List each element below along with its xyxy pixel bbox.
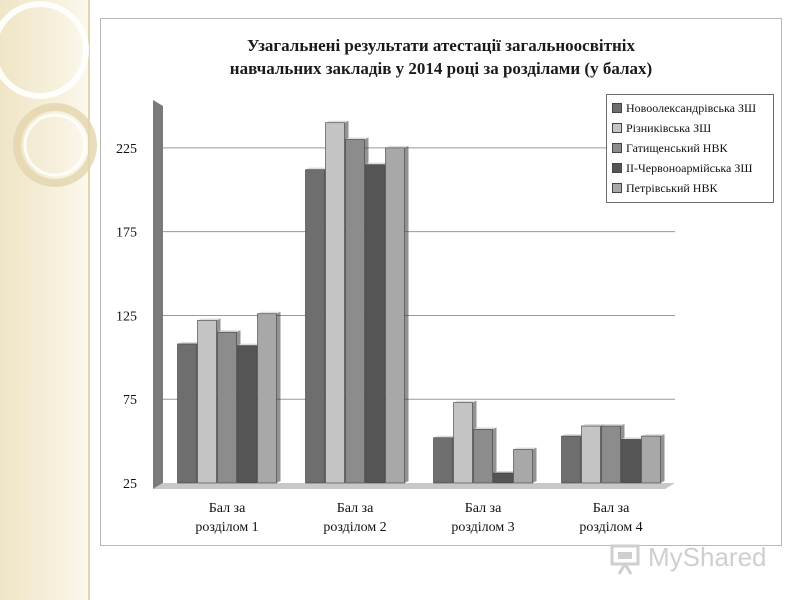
- x-category-label: розділом 2: [323, 520, 386, 535]
- bar: [305, 169, 325, 484]
- bar: [601, 425, 621, 484]
- bar-side: [532, 447, 537, 483]
- bar-top: [493, 470, 517, 473]
- bar: [641, 435, 661, 484]
- x-category-label: розділом 4: [579, 520, 642, 535]
- bar: [561, 435, 581, 484]
- bar-top: [305, 167, 329, 170]
- bar-top: [513, 447, 537, 450]
- decorative-circles: [0, 1, 97, 187]
- x-category-label: Бал за: [209, 501, 246, 516]
- bar-top: [345, 137, 369, 140]
- legend-entry: Гатищенський НВК: [612, 138, 768, 158]
- x-category-label: Бал за: [593, 501, 630, 516]
- bar-side: [276, 311, 281, 483]
- legend-swatch: [612, 123, 622, 133]
- bar-top: [561, 434, 585, 437]
- bar-top: [385, 145, 409, 148]
- decorative-side-band: [0, 0, 88, 600]
- watermark-text: MyShared: [648, 542, 767, 572]
- plot-side-wall: [153, 100, 163, 489]
- watermark: MyShared: [608, 538, 788, 578]
- side-band-border: [88, 0, 90, 600]
- legend-label: ІІ-Червоноармійська ЗШ: [626, 161, 753, 175]
- bar: [581, 425, 601, 484]
- chart-title-line-2: навчальних закладів у 2014 році за розді…: [229, 59, 653, 78]
- legend-swatch: [612, 143, 622, 153]
- bar-top: [433, 435, 457, 438]
- legend-entry: Новоолександрівська ЗШ: [612, 98, 768, 118]
- chart-legend: Новоолександрівська ЗШ Різниківська ЗШ Гат…: [606, 94, 774, 203]
- legend-swatch: [612, 103, 622, 113]
- bar-top: [177, 341, 201, 344]
- bar-side: [492, 427, 497, 483]
- legend-swatch: [612, 163, 622, 173]
- legend-label: Новоолександрівська ЗШ: [626, 101, 757, 115]
- y-tick-label: 225: [116, 142, 137, 157]
- x-category-label: Бал за: [465, 501, 502, 516]
- x-category-label: Бал за: [337, 501, 374, 516]
- bar-top: [217, 330, 241, 333]
- bar: [345, 139, 365, 484]
- bar: [385, 147, 405, 484]
- y-tick-label: 125: [116, 309, 137, 324]
- bar-top: [365, 162, 389, 165]
- legend-swatch: [612, 183, 622, 193]
- bar-top: [237, 343, 261, 346]
- bar: [217, 331, 237, 484]
- presentation-icon: [610, 544, 640, 575]
- legend-entry: Різниківська ЗШ: [612, 118, 768, 138]
- bar-top: [197, 318, 221, 321]
- plot-back-wall: [163, 106, 675, 483]
- bar-top: [601, 424, 625, 427]
- bar: [513, 449, 533, 484]
- bar-top: [453, 400, 477, 403]
- legend-entry: Петрівський НВК: [612, 178, 768, 198]
- bar: [257, 313, 277, 484]
- chart-title-line-1: Узагальнені результати атестації загальн…: [247, 36, 635, 55]
- bar-top: [621, 437, 645, 440]
- bar: [197, 320, 217, 484]
- bar: [493, 472, 513, 484]
- y-tick-label: 75: [123, 393, 137, 408]
- x-category-label: розділом 3: [451, 520, 514, 535]
- bar: [325, 122, 345, 484]
- legend-label: Різниківська ЗШ: [626, 121, 712, 135]
- bar: [237, 345, 257, 484]
- bar-top: [257, 311, 281, 314]
- plot-floor: [153, 483, 675, 489]
- legend-label: Петрівський НВК: [626, 181, 718, 195]
- bar: [453, 402, 473, 484]
- bar-side: [660, 434, 665, 483]
- bar-top: [325, 120, 349, 123]
- bar: [177, 343, 197, 484]
- bar-top: [641, 434, 665, 437]
- bar-top: [581, 424, 605, 427]
- x-category-label: розділом 1: [195, 520, 258, 535]
- bar: [621, 439, 641, 484]
- bar-side: [404, 145, 409, 483]
- legend-label: Гатищенський НВК: [626, 141, 728, 155]
- bar: [365, 164, 385, 484]
- bar: [433, 437, 453, 484]
- bar: [473, 429, 493, 484]
- y-tick-label: 175: [116, 226, 137, 241]
- legend-entry: ІІ-Червоноармійська ЗШ: [612, 158, 768, 178]
- bar-top: [473, 427, 497, 430]
- y-tick-label: 25: [123, 477, 137, 492]
